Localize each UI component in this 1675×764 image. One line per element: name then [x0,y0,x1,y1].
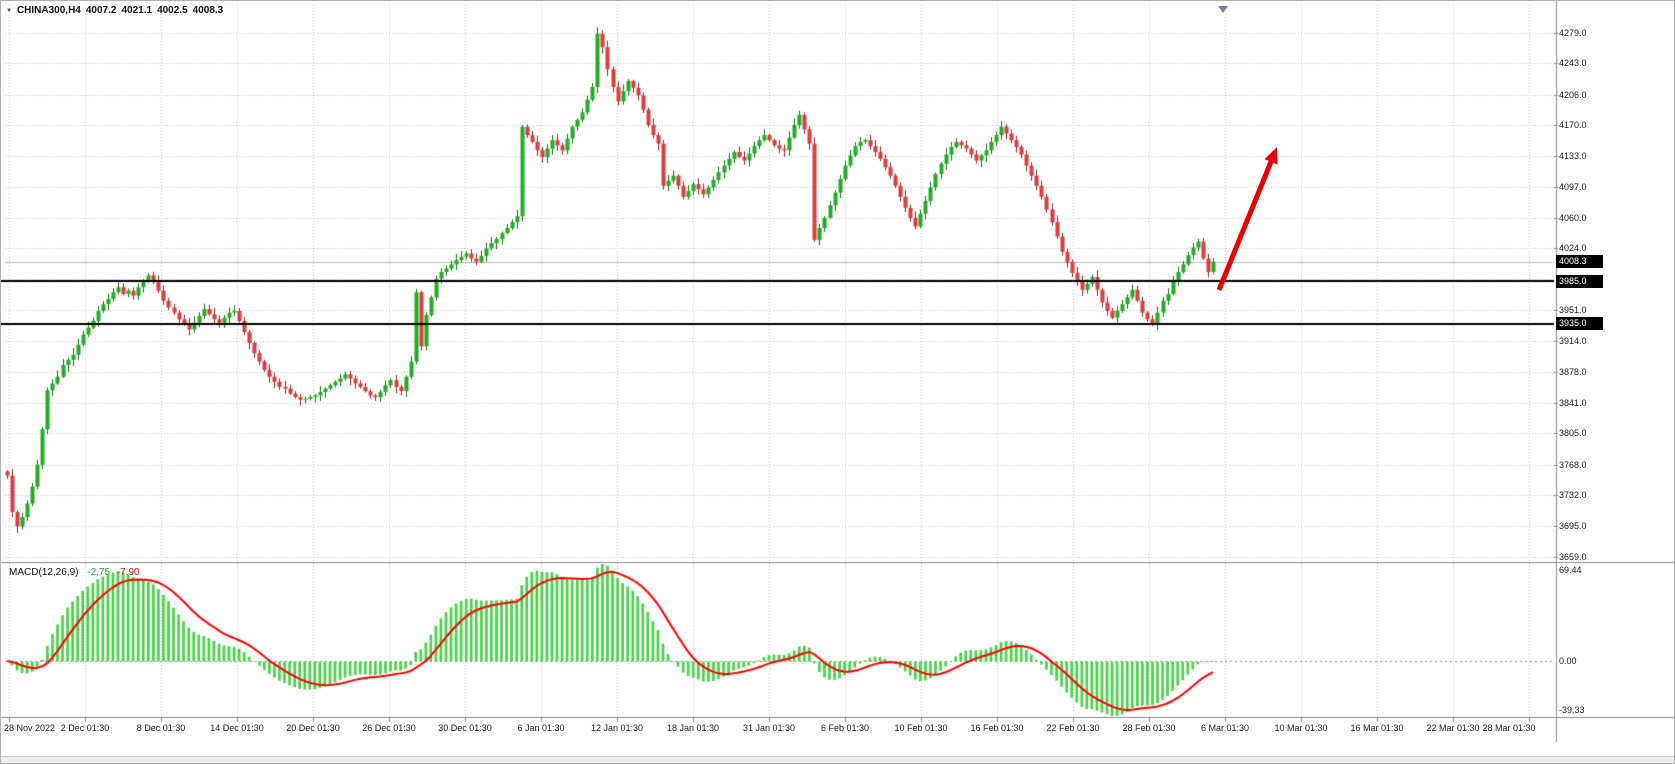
support-level-tag: 3935.0 [1556,317,1603,331]
price-tick-label: 4133.0 [1559,151,1587,162]
time-tick-label: 30 Dec 01:30 [438,723,492,733]
price-tick-label: 4060.0 [1559,212,1587,223]
macd-tick-label: 69.44 [1559,565,1582,575]
price-tick-label: 3805.0 [1559,428,1587,439]
price-tick-label: 3732.0 [1559,490,1587,501]
price-tick-label: 3659.0 [1559,551,1587,562]
time-tick-label: 28 Nov 2022 [4,723,56,733]
time-tick-label: 8 Dec 01:30 [136,723,186,733]
macd-signal-value: -7.90 [116,567,140,578]
price-tick-label: 3914.0 [1559,336,1587,347]
time-tick-label: 12 Jan 01:30 [590,723,644,733]
macd-tick-label: 0.00 [1559,656,1577,667]
time-tick-label: 6 Mar 01:30 [1200,723,1250,733]
price-tick-label: 4279.0 [1559,27,1587,38]
ohlc-close: 4008.3 [192,5,224,16]
chart-ohlc-readout: ▼ CHINA300,H4 4007.2 4021.1 4002.5 4008.… [6,5,223,16]
time-tick-label: 28 Mar 01:30 [1482,723,1536,733]
chart-shift-marker-icon[interactable] [1218,6,1228,13]
time-tick-label: 22 Feb 01:30 [1046,723,1100,733]
ohlc-open: 4007.2 [85,5,117,16]
price-tick-label: 3951.0 [1559,305,1587,316]
resistance-level-tag: 3985.0 [1556,274,1603,288]
time-tick-label: 6 Jan 01:30 [517,723,565,733]
macd-indicator-readout: MACD(12,26,9) -2.75 -7.90 [9,567,140,578]
price-tick-label: 3695.0 [1559,521,1587,532]
macd-name-label: MACD(12,26,9) [9,567,79,578]
bid-price-tag: 4008.3 [1556,255,1603,269]
ohlc-low: 4002.5 [157,5,188,16]
symbol-dropdown-icon[interactable]: ▼ [6,7,12,14]
ohlc-high: 4021.1 [121,5,153,16]
price-tick-label: 4206.0 [1559,89,1587,100]
macd-main-value: -2.75 [87,567,111,578]
time-tick-label: 6 Feb 01:30 [820,723,870,733]
trend-arrow-head [1264,147,1278,165]
time-tick-label: 18 Jan 01:30 [666,723,720,733]
symbol-timeframe-label: CHINA300,H4 [16,5,81,16]
time-tick-label: 10 Mar 01:30 [1274,723,1328,733]
time-tick-label: 2 Dec 01:30 [60,723,110,733]
time-tick-label: 28 Feb 01:30 [1122,723,1176,733]
time-tick-label: 16 Mar 01:30 [1350,723,1404,733]
time-tick-label: 22 Mar 01:30 [1426,723,1480,733]
trend-arrow-shaft [1216,157,1275,291]
time-tick-label: 14 Dec 01:30 [210,723,264,733]
price-tick-label: 4170.0 [1559,119,1587,130]
time-tick-label: 26 Dec 01:30 [362,723,416,733]
price-tick-label: 3768.0 [1559,459,1587,470]
price-tick-label: 3878.0 [1559,366,1587,377]
price-tick-label: 4024.0 [1559,243,1587,254]
time-tick-label: 10 Feb 01:30 [894,723,948,733]
price-tick-label: 4097.0 [1559,181,1587,192]
price-tick-label: 3841.0 [1559,397,1587,408]
time-tick-label: 31 Jan 01:30 [742,723,796,733]
time-tick-label: 16 Feb 01:30 [970,723,1024,733]
time-tick-label: 20 Dec 01:30 [286,723,340,733]
window-bottom-edge [1,756,1674,763]
macd-tick-label: -39.33 [1559,705,1585,715]
price-tick-label: 4243.0 [1559,58,1587,69]
